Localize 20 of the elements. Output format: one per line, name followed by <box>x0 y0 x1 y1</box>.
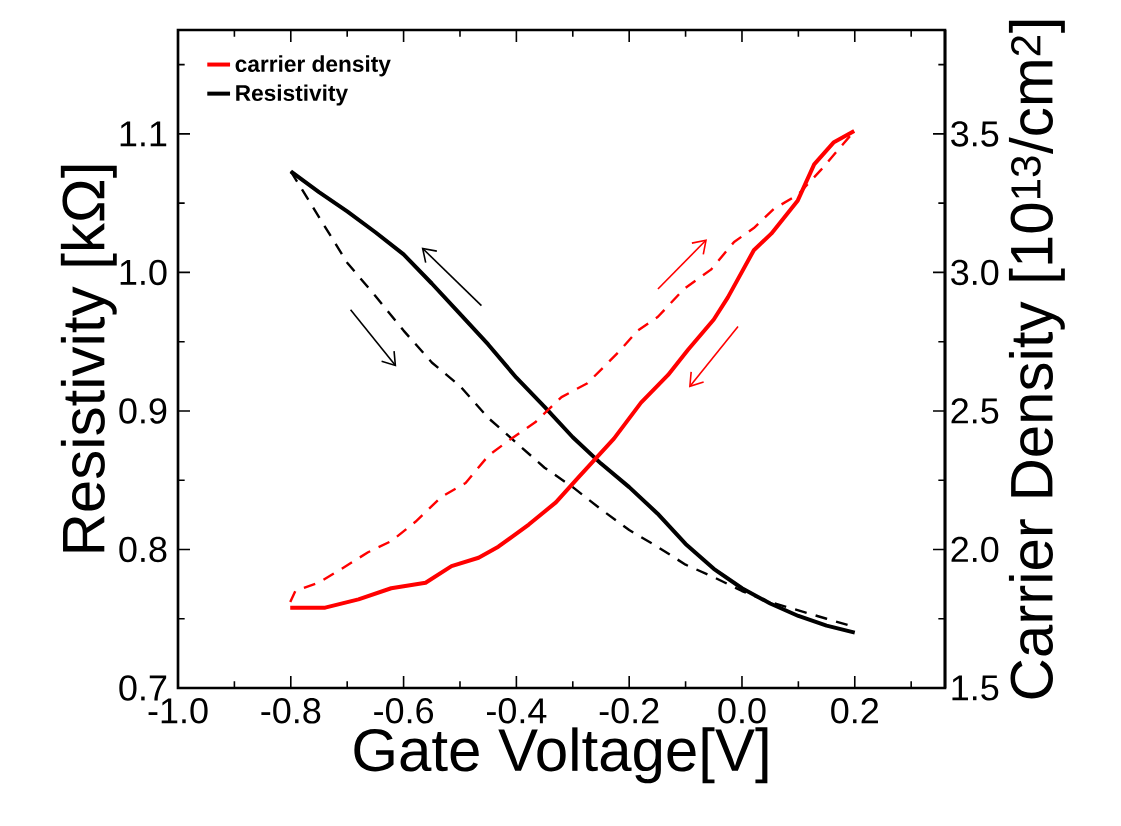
y2-tick-label: 1.5 <box>952 675 999 701</box>
y-tick-label: 0.8 <box>119 536 167 563</box>
y2-tick-label: 2.5 <box>951 398 999 424</box>
x-tick-label: -0.4 <box>486 698 547 724</box>
y-tick-label: 0.9 <box>119 398 167 424</box>
x-tick-label: -0.6 <box>374 698 434 724</box>
x-tick-label: -0.8 <box>261 698 321 724</box>
x-tick-label: 0.2 <box>831 698 878 724</box>
y-tick-label: 1.1 <box>120 121 167 147</box>
y-tick-label: 1.0 <box>120 259 167 286</box>
legend-label: Resistivity <box>236 84 348 106</box>
x-tick-label: 0.0 <box>718 698 766 724</box>
y2-tick-label: 3.0 <box>951 259 999 286</box>
x-axis-title: Gate Voltage[V] <box>354 727 768 784</box>
y2-axis-title: Carrier Density [10$^{13}$/cm$^{2}$] <box>1008 20 1065 699</box>
y-axis-title: Resistivity [kΩ] <box>60 165 117 552</box>
y2-tick-label: 2.0 <box>951 536 999 563</box>
x-tick-label: -0.2 <box>599 698 659 724</box>
y2-tick-label: 3.5 <box>951 121 999 147</box>
legend-label: carrier density <box>235 55 391 77</box>
